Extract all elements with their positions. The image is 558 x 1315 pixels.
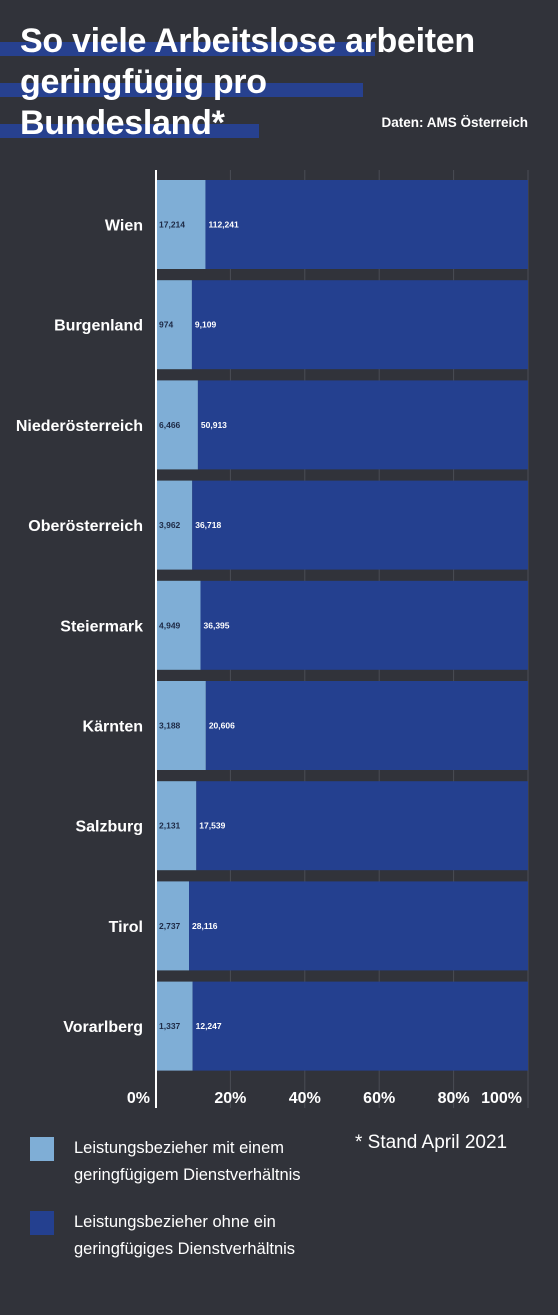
legend-swatch-light: [30, 1137, 54, 1161]
value-label-light: 1,337: [159, 1021, 181, 1031]
category-label: Steiermark: [60, 618, 143, 635]
value-label-dark: 12,247: [196, 1021, 222, 1031]
value-label-dark: 36,395: [204, 620, 230, 630]
value-label-dark: 50,913: [201, 420, 227, 430]
value-label-light: 3,188: [159, 721, 181, 731]
stacked-bar-chart: 17,214 112,241 Wien 974 9,109 Burgenland 6,466…: [16, 170, 529, 1108]
bar-segment-dark: [200, 580, 528, 670]
title-line-1: So viele Arbeitslose arbeiten: [20, 22, 475, 60]
value-label-dark: 112,241: [208, 220, 239, 230]
value-label-light: 6,466: [159, 420, 181, 430]
footnote: * Stand April 2021: [355, 1132, 508, 1153]
bar-segment-light: [156, 881, 190, 971]
bar-segment-light: [156, 681, 206, 770]
value-label-dark: 17,539: [199, 821, 225, 831]
value-label-light: 974: [159, 320, 173, 330]
x-tick-label: 60%: [363, 1090, 395, 1107]
title-line-3: Bundesland*: [20, 104, 225, 142]
bar-segment-dark: [205, 681, 529, 770]
value-label-dark: 28,116: [192, 921, 218, 931]
bar-segment-dark: [189, 881, 528, 971]
category-label: Vorarlberg: [63, 1019, 143, 1036]
value-label-light: 2,737: [159, 921, 181, 931]
legend-label-dark: Leistungsbezieher ohne ein geringfügiges…: [74, 1209, 364, 1263]
legend-label-dark-line-1: Leistungsbezieher ohne ein: [74, 1213, 276, 1231]
x-tick-label: 0%: [127, 1090, 150, 1107]
category-label: Oberösterreich: [28, 518, 143, 535]
title-highlight-2: [0, 83, 363, 97]
legend-label-light-line-1: Leistungsbezieher mit einem: [74, 1139, 285, 1157]
value-label-light: 3,962: [159, 520, 181, 530]
x-tick-label: 40%: [289, 1090, 321, 1107]
bar-segment-light: [156, 180, 206, 269]
value-label-dark: 9,109: [195, 320, 217, 330]
legend-label-light: Leistungsbezieher mit einem geringfügige…: [74, 1135, 364, 1189]
bar-segment-light: [156, 480, 193, 570]
value-label-light: 2,131: [159, 821, 181, 831]
bar-segment-light: [156, 380, 198, 470]
bar-segment-light: [156, 580, 201, 670]
x-tick-label: 100%: [481, 1090, 522, 1107]
category-label: Burgenland: [54, 318, 143, 335]
bar-segment-dark: [192, 981, 528, 1071]
value-label-light: 4,949: [159, 620, 181, 630]
value-label-dark: 20,606: [209, 721, 235, 731]
category-label: Kärnten: [83, 719, 143, 736]
title-highlight-1: [0, 42, 375, 56]
value-label-dark: 36,718: [195, 520, 221, 530]
legend-label-light-line-2: geringfügigem Dienstverhältnis: [74, 1166, 301, 1184]
legend-label-dark-line-2: geringfügiges Dienstverhältnis: [74, 1240, 296, 1258]
value-label-light: 17,214: [159, 220, 185, 230]
bar-segment-dark: [197, 380, 529, 470]
bar-segment-dark: [191, 280, 528, 370]
data-source: Daten: AMS Österreich: [381, 115, 528, 130]
title-line-2: geringfügig pro: [20, 63, 267, 101]
bar-segment-dark: [196, 781, 528, 871]
bar-segment-light: [156, 280, 192, 370]
bar-segment-light: [156, 781, 197, 871]
category-label: Wien: [105, 218, 143, 235]
category-label: Salzburg: [75, 819, 143, 836]
bar-segment-light: [156, 981, 193, 1071]
title-highlight-3: [0, 124, 259, 138]
category-label: Niederösterreich: [16, 418, 143, 435]
bar-segment-dark: [192, 480, 528, 570]
bar-segment-dark: [205, 180, 529, 269]
category-label: Tirol: [109, 919, 143, 936]
x-tick-label: 80%: [438, 1090, 470, 1107]
chart-header: So viele Arbeitslose arbeiten geringfügi…: [0, 0, 558, 150]
x-tick-label: 20%: [214, 1090, 246, 1107]
legend-swatch-dark: [30, 1211, 54, 1235]
